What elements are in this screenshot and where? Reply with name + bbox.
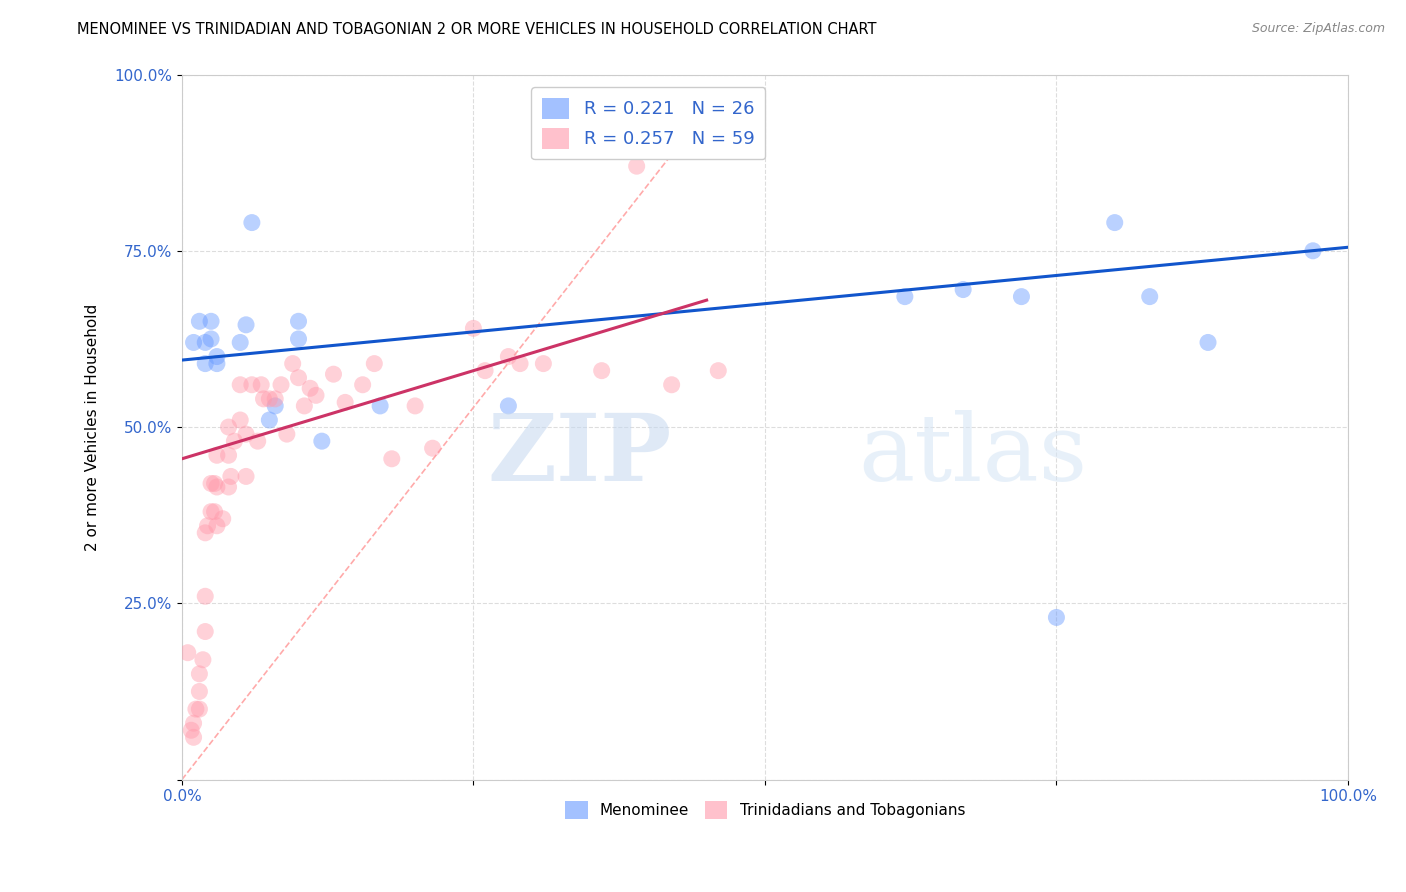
Text: atlas: atlas xyxy=(858,410,1087,500)
Point xyxy=(531,357,554,371)
Point xyxy=(422,441,444,455)
Point xyxy=(194,357,217,371)
Point xyxy=(463,321,485,335)
Point xyxy=(188,314,211,328)
Y-axis label: 2 or more Vehicles in Household: 2 or more Vehicles in Household xyxy=(86,303,100,550)
Point xyxy=(200,476,222,491)
Point xyxy=(1197,335,1219,350)
Point xyxy=(299,381,322,395)
Point xyxy=(1139,290,1161,304)
Point xyxy=(218,480,240,494)
Point xyxy=(498,399,520,413)
Point xyxy=(246,434,269,449)
Point xyxy=(211,512,233,526)
Point xyxy=(240,216,263,230)
Point xyxy=(229,335,252,350)
Point xyxy=(591,364,613,378)
Point xyxy=(235,318,257,332)
Point xyxy=(368,399,391,413)
Point xyxy=(1010,290,1032,304)
Point xyxy=(205,480,228,494)
Point xyxy=(188,684,211,698)
Point xyxy=(281,357,304,371)
Point xyxy=(311,434,333,449)
Point xyxy=(264,392,287,406)
Point xyxy=(626,159,648,173)
Point xyxy=(229,377,252,392)
Point xyxy=(322,367,344,381)
Point xyxy=(188,666,211,681)
Point xyxy=(264,399,287,413)
Point xyxy=(474,364,496,378)
Point xyxy=(1302,244,1324,258)
Point xyxy=(292,399,315,413)
Point xyxy=(183,731,205,745)
Point xyxy=(218,448,240,462)
Text: ZIP: ZIP xyxy=(488,410,672,500)
Point xyxy=(205,448,228,462)
Point xyxy=(305,388,328,402)
Point xyxy=(509,357,531,371)
Point xyxy=(498,350,520,364)
Point xyxy=(194,589,217,603)
Point xyxy=(952,283,974,297)
Legend: Menominee, Trinidadians and Tobagonians: Menominee, Trinidadians and Tobagonians xyxy=(558,795,972,825)
Point xyxy=(229,413,252,427)
Point xyxy=(200,332,222,346)
Point xyxy=(184,702,207,716)
Point xyxy=(287,332,309,346)
Point xyxy=(194,335,217,350)
Point xyxy=(404,399,426,413)
Point xyxy=(204,476,226,491)
Point xyxy=(197,518,219,533)
Point xyxy=(363,357,385,371)
Point xyxy=(352,377,374,392)
Point xyxy=(259,413,281,427)
Point xyxy=(205,518,228,533)
Point xyxy=(180,723,202,738)
Point xyxy=(205,357,228,371)
Point xyxy=(270,377,292,392)
Point xyxy=(204,505,226,519)
Point xyxy=(218,420,240,434)
Point xyxy=(276,427,298,442)
Point xyxy=(381,451,404,466)
Point xyxy=(1045,610,1067,624)
Point xyxy=(661,377,683,392)
Point xyxy=(188,702,211,716)
Point xyxy=(287,314,309,328)
Point xyxy=(240,377,263,392)
Point xyxy=(205,350,228,364)
Point xyxy=(252,392,274,406)
Point xyxy=(177,646,200,660)
Point xyxy=(194,525,217,540)
Point xyxy=(219,469,242,483)
Point xyxy=(200,505,222,519)
Point xyxy=(235,469,257,483)
Point xyxy=(287,370,309,384)
Point xyxy=(191,653,214,667)
Point xyxy=(333,395,356,409)
Point xyxy=(183,335,205,350)
Point xyxy=(1104,216,1126,230)
Point xyxy=(259,392,281,406)
Point xyxy=(183,716,205,731)
Point xyxy=(235,427,257,442)
Text: MENOMINEE VS TRINIDADIAN AND TOBAGONIAN 2 OR MORE VEHICLES IN HOUSEHOLD CORRELAT: MENOMINEE VS TRINIDADIAN AND TOBAGONIAN … xyxy=(77,22,877,37)
Point xyxy=(200,314,222,328)
Point xyxy=(707,364,730,378)
Point xyxy=(250,377,273,392)
Point xyxy=(894,290,917,304)
Text: Source: ZipAtlas.com: Source: ZipAtlas.com xyxy=(1251,22,1385,36)
Point xyxy=(194,624,217,639)
Point xyxy=(224,434,246,449)
